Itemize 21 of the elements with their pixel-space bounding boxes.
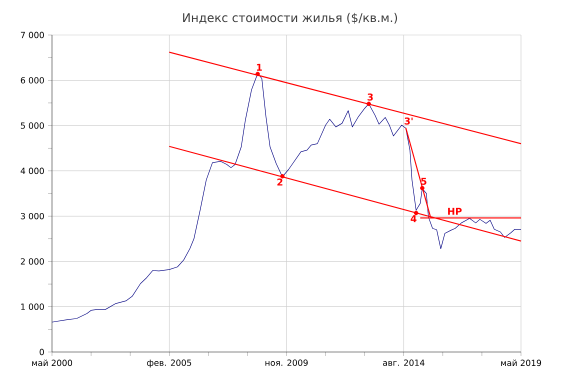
y-tick-label: 1 000: [21, 304, 44, 310]
y-tick-label: 4 000: [20, 168, 44, 174]
y-tick-label: 3 000: [20, 212, 44, 220]
annotation: 2: [277, 178, 282, 186]
y-tick-label: 6 000: [20, 77, 44, 84]
annotation: НР: [448, 208, 462, 215]
y-tick-label: 0: [40, 348, 44, 356]
annotation: 5: [421, 178, 426, 185]
y-tick-label: 5 000: [20, 122, 44, 129]
annotation: 3: [368, 93, 373, 101]
x-tick-label: май 2019: [501, 360, 542, 366]
x-tick-label: авг. 2014: [383, 360, 424, 366]
x-tick-label: май 2000: [32, 360, 72, 366]
x-tick-label: фев. 2005: [147, 360, 192, 368]
annotation: 4: [410, 215, 416, 222]
annotation: 1: [256, 64, 262, 71]
y-tick-label: 2 000: [20, 258, 44, 265]
y-tick-label: 7 000: [20, 32, 44, 38]
x-tick-label: ноя. 2009: [265, 360, 308, 366]
chart-title: Индекс стоимости жилья ($/кв.м.): [183, 12, 398, 24]
annotation: 3': [404, 117, 413, 125]
